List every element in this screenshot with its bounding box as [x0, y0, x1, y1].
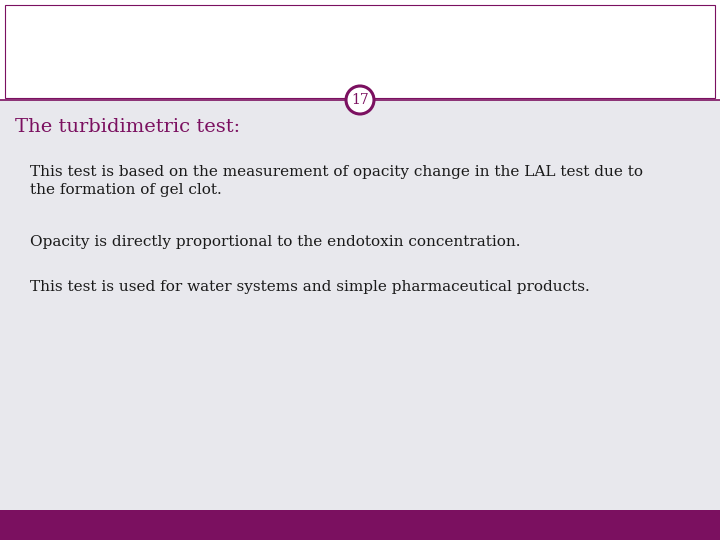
- Bar: [0, 100, 720, 510]
- Text: 17: 17: [351, 93, 369, 107]
- Circle shape: [346, 86, 374, 114]
- Text: This test is used for water systems and simple pharmaceutical products.: This test is used for water systems and …: [30, 280, 590, 294]
- Bar: [5, 5, 715, 98]
- Text: The turbidimetric test:: The turbidimetric test:: [15, 118, 240, 136]
- Bar: [0, 510, 720, 540]
- Text: Opacity is directly proportional to the endotoxin concentration.: Opacity is directly proportional to the …: [30, 235, 521, 249]
- Bar: [0, 0, 720, 100]
- Text: This test is based on the measurement of opacity change in the LAL test due to
t: This test is based on the measurement of…: [30, 165, 643, 198]
